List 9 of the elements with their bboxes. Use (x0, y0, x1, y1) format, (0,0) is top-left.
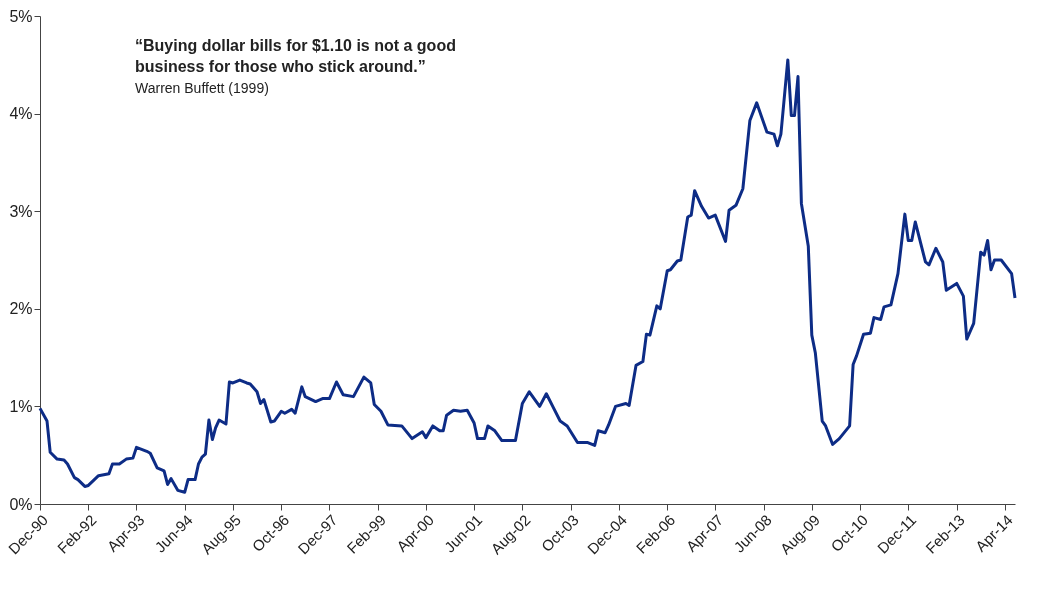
y-tick-label: 4% (9, 105, 33, 123)
y-tick-label: 5% (9, 7, 33, 25)
y-tick-label: 0% (9, 495, 33, 513)
annotation: “Buying dollar bills for $1.10 is not a good business for those who stick around.” (135, 37, 456, 75)
annotation: Warren Buffett (1999) (135, 80, 269, 96)
y-tick-label: 3% (9, 202, 33, 220)
y-tick-label: 1% (9, 397, 33, 415)
line-series (38, 58, 1017, 494)
y-tick-label: 2% (9, 300, 33, 318)
